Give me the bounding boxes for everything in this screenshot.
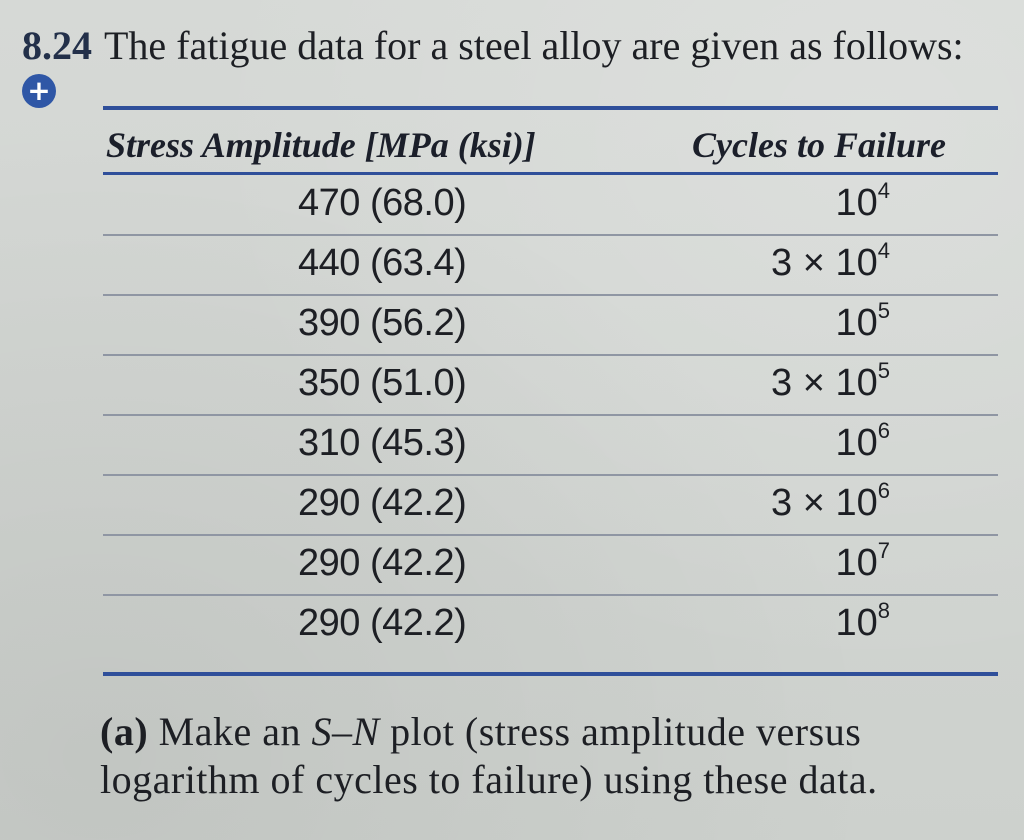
cell-cycles-to-failure: 105 [835, 300, 890, 345]
sn-term: S–N [311, 709, 380, 754]
cycles-base: 10 [835, 422, 878, 464]
row-separator [103, 594, 998, 596]
cell-cycles-to-failure: 104 [835, 180, 890, 225]
cell-stress-amplitude: 290 (42.2) [298, 602, 467, 644]
question-label: (a) [100, 709, 149, 754]
cycles-base: 10 [835, 242, 878, 284]
cycles-base: 10 [835, 302, 878, 344]
row-separator [103, 474, 998, 476]
cell-cycles-to-failure: 106 [835, 420, 890, 465]
row-separator [103, 234, 998, 236]
table-row: 310 (45.3) 106 [103, 416, 998, 476]
cycles-prefix: 3 × [771, 242, 836, 284]
table-bottom-rule [103, 672, 998, 676]
cell-cycles-to-failure: 108 [835, 600, 890, 645]
cycles-exponent: 6 [877, 478, 890, 503]
problem-statement: The fatigue data for a steel alloy are g… [104, 23, 964, 68]
question-text-1: Make an [148, 709, 312, 754]
table-row: 350 (51.0) 3 × 105 [103, 356, 998, 416]
cell-stress-amplitude: 470 (68.0) [298, 182, 467, 224]
cell-stress-amplitude: 310 (45.3) [298, 422, 467, 464]
row-separator [103, 534, 998, 536]
question-text-2: plot (stress amplitude versus logarithm … [100, 709, 878, 802]
row-separator [103, 354, 998, 356]
column-header-cycles: Cycles to Failure [692, 125, 946, 165]
column-header-stress: Stress Amplitude [MPa (ksi)] [106, 125, 536, 165]
cycles-exponent: 5 [877, 298, 890, 323]
table-row: 390 (56.2) 105 [103, 296, 998, 356]
cycles-base: 10 [835, 542, 878, 584]
cell-stress-amplitude: 390 (56.2) [298, 302, 467, 344]
table-row: 440 (63.4) 3 × 104 [103, 236, 998, 296]
cell-cycles-to-failure: 107 [835, 540, 890, 585]
cycles-base: 10 [835, 482, 878, 524]
cell-stress-amplitude: 440 (63.4) [298, 242, 467, 284]
cycles-exponent: 5 [877, 358, 890, 383]
cell-stress-amplitude: 290 (42.2) [298, 482, 467, 524]
cycles-exponent: 4 [877, 238, 890, 263]
problem-header: 8.24 The fatigue data for a steel alloy a… [22, 22, 964, 70]
cell-cycles-to-failure: 3 × 104 [771, 240, 890, 285]
cycles-exponent: 8 [877, 598, 890, 623]
cycles-base: 10 [835, 362, 878, 404]
cycles-prefix: 3 × [771, 482, 836, 524]
cycles-base: 10 [835, 602, 878, 644]
cell-cycles-to-failure: 3 × 105 [771, 360, 890, 405]
question-a: (a) Make an S–N plot (stress amplitude v… [100, 708, 1000, 804]
cell-cycles-to-failure: 3 × 106 [771, 480, 890, 525]
problem-number: 8.24 [22, 23, 92, 68]
table-top-rule [103, 106, 998, 110]
cycles-exponent: 6 [877, 418, 890, 443]
cycles-base: 10 [835, 182, 878, 224]
table-row: 470 (68.0) 104 [103, 176, 998, 236]
cell-stress-amplitude: 290 (42.2) [298, 542, 467, 584]
cycles-exponent: 4 [877, 178, 890, 203]
table-row: 290 (42.2) 3 × 106 [103, 476, 998, 536]
cycles-exponent: 7 [877, 538, 890, 563]
row-separator [103, 414, 998, 416]
table-row: 290 (42.2) 108 [103, 596, 998, 656]
row-separator [103, 294, 998, 296]
plus-circle-icon[interactable]: + [22, 74, 56, 108]
table-row: 290 (42.2) 107 [103, 536, 998, 596]
cell-stress-amplitude: 350 (51.0) [298, 362, 467, 404]
cycles-prefix: 3 × [771, 362, 836, 404]
table-header-rule [103, 172, 998, 175]
